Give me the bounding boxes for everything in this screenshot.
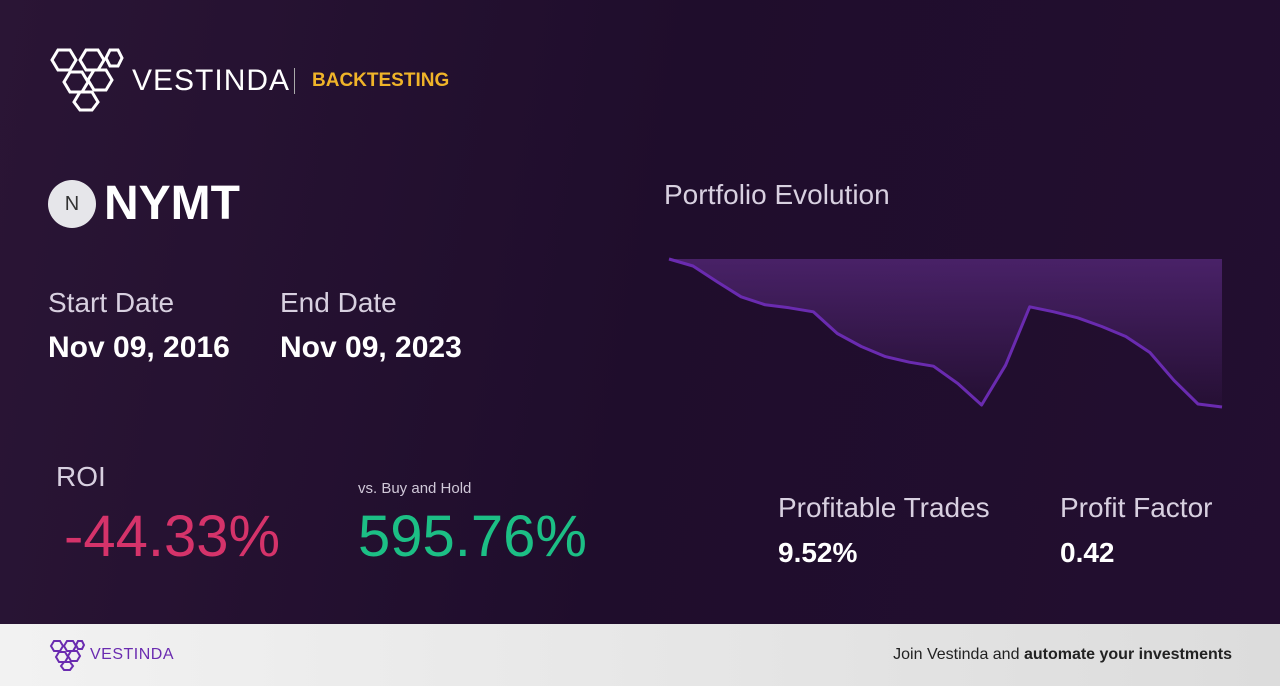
line-area	[669, 259, 1222, 407]
chart-title: Portfolio Evolution	[664, 179, 890, 210]
footer-brand: VESTINDA	[90, 646, 175, 663]
profitable-label: Profitable Trades	[778, 492, 990, 523]
section: BACKTESTING	[312, 70, 450, 91]
logo	[50, 48, 124, 112]
roi-value: -44.33%	[64, 504, 281, 569]
roi-label: ROI	[56, 461, 106, 492]
end-date: Nov 09, 2023	[280, 331, 462, 364]
ticker: NYMT	[104, 177, 240, 230]
benchmark-label: vs. Buy and Hold	[358, 480, 472, 497]
start-label: Start Date	[48, 287, 175, 318]
end-label: End Date	[280, 287, 397, 318]
benchmark-value: 595.76%	[358, 504, 587, 569]
brand: VESTINDA	[132, 64, 291, 97]
chart	[668, 257, 1223, 409]
ticker-badge: N	[48, 180, 96, 228]
divider	[294, 68, 295, 94]
factor-label: Profit Factor	[1060, 492, 1213, 523]
profitable-value: 9.52%	[778, 537, 858, 568]
cta-lead: Join Vestinda and	[893, 646, 1020, 663]
footer: VESTINDA Join Vestinda and automate your…	[0, 624, 1280, 686]
factor-value: 0.42	[1060, 537, 1115, 568]
footer-cta: Join Vestinda and automate your investme…	[893, 646, 1232, 664]
line	[668, 257, 1223, 409]
footer-logo	[49, 640, 86, 671]
start-date: Nov 09, 2016	[48, 331, 230, 364]
cta-bold: automate your investments	[1023, 646, 1232, 663]
